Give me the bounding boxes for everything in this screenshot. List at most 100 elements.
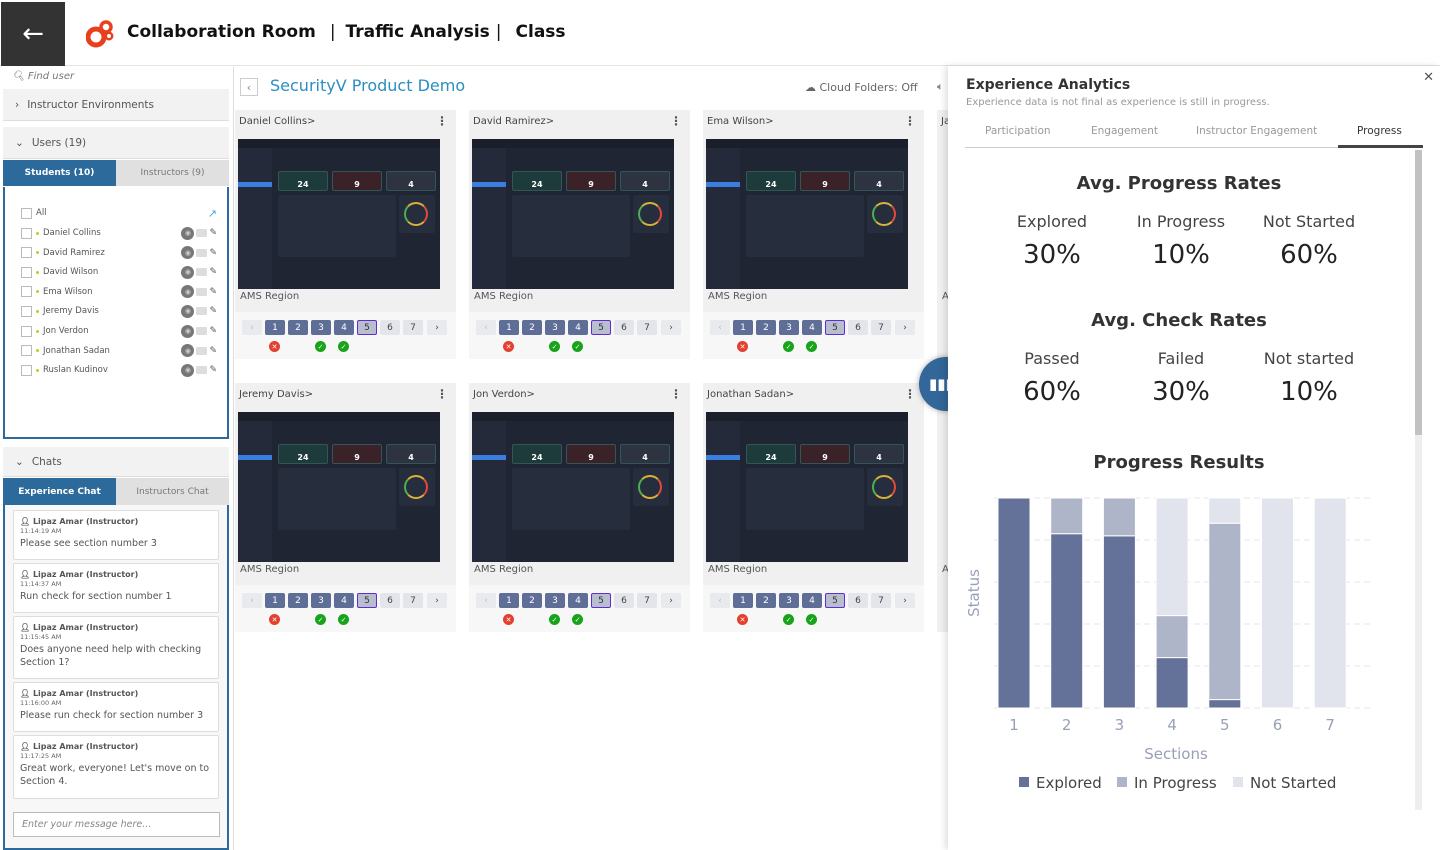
external-link-icon[interactable]: ↗ xyxy=(207,206,217,220)
section-1-button[interactable]: 1 xyxy=(499,320,519,335)
student-name[interactable]: Jonathan Sadan xyxy=(43,345,110,356)
student-card-name[interactable]: Ja xyxy=(941,116,951,127)
section-6-button[interactable]: 6 xyxy=(380,593,400,608)
prev-page-button[interactable]: ‹ xyxy=(710,593,730,608)
screen-thumbnail[interactable]: 24 9 4 xyxy=(706,139,908,289)
instructor-environments-section[interactable]: › Instructor Environments xyxy=(3,89,229,121)
prev-page-button[interactable]: ‹ xyxy=(242,320,262,335)
section-6-button[interactable]: 6 xyxy=(380,320,400,335)
chat-icon[interactable] xyxy=(196,327,208,335)
next-page-button[interactable]: › xyxy=(427,320,447,335)
section-4-button[interactable]: 4 xyxy=(334,593,354,608)
student-card-name[interactable]: Jon Verdon> xyxy=(473,389,535,400)
section-4-button[interactable]: 4 xyxy=(568,320,588,335)
prev-page-button[interactable]: ‹ xyxy=(242,593,262,608)
collapse-sidebar-button[interactable]: ‹ xyxy=(240,78,258,96)
section-2-button[interactable]: 2 xyxy=(522,593,542,608)
users-section[interactable]: ⌄ Users (19) xyxy=(3,127,229,159)
select-all-checkbox[interactable] xyxy=(21,207,32,219)
edit-icon[interactable]: ✎ xyxy=(209,247,217,258)
section-4-button[interactable]: 4 xyxy=(802,320,822,335)
section-1-button[interactable]: 1 xyxy=(733,320,753,335)
more-options-icon[interactable]: ⋮ xyxy=(436,114,448,128)
next-page-button[interactable]: › xyxy=(427,593,447,608)
chats-section[interactable]: ⌄ Chats xyxy=(3,447,229,477)
section-7-button[interactable]: 7 xyxy=(637,593,657,608)
section-1-button[interactable]: 1 xyxy=(733,593,753,608)
edit-icon[interactable]: ✎ xyxy=(209,365,217,376)
tab-instructor-engagement[interactable]: Instructor Engagement xyxy=(1196,125,1318,137)
student-checkbox[interactable] xyxy=(21,325,32,337)
section-5-button[interactable]: 5 xyxy=(825,593,845,608)
section-1-button[interactable]: 1 xyxy=(265,593,285,608)
section-4-button[interactable]: 4 xyxy=(334,320,354,335)
section-4-button[interactable]: 4 xyxy=(568,593,588,608)
chat-icon[interactable] xyxy=(196,287,208,296)
student-name[interactable]: Ema Wilson xyxy=(43,286,93,297)
student-checkbox[interactable] xyxy=(21,266,32,278)
student-checkbox[interactable] xyxy=(21,247,32,259)
student-name[interactable]: Daniel Collins xyxy=(43,228,101,238)
prev-page-button[interactable]: ‹ xyxy=(476,593,496,608)
section-7-button[interactable]: 7 xyxy=(403,320,423,335)
section-1-button[interactable]: 1 xyxy=(499,593,519,608)
tab-instructors-chat[interactable]: Instructors Chat xyxy=(116,478,229,505)
student-name[interactable]: David Ramirez xyxy=(43,247,105,258)
section-7-button[interactable]: 7 xyxy=(403,593,423,608)
chat-icon[interactable] xyxy=(196,346,208,355)
student-checkbox[interactable] xyxy=(21,227,32,239)
section-3-button[interactable]: 3 xyxy=(311,593,331,608)
screen-thumbnail[interactable]: 24 9 4 xyxy=(472,412,674,562)
section-2-button[interactable]: 2 xyxy=(288,593,308,608)
tab-instructors[interactable]: Instructors (9) xyxy=(116,160,229,186)
section-6-button[interactable]: 6 xyxy=(614,593,634,608)
section-7-button[interactable]: 7 xyxy=(871,320,891,335)
section-5-button[interactable]: 5 xyxy=(825,320,845,335)
student-name[interactable]: Ruslan Kudinov xyxy=(43,365,108,376)
section-3-button[interactable]: 3 xyxy=(779,593,799,608)
section-5-button[interactable]: 5 xyxy=(591,320,611,335)
edit-icon[interactable]: ✎ xyxy=(209,306,217,317)
section-7-button[interactable]: 7 xyxy=(871,593,891,608)
tab-engagement[interactable]: Engagement xyxy=(1091,125,1158,137)
section-5-button[interactable]: 5 xyxy=(591,593,611,608)
student-checkbox[interactable] xyxy=(21,345,32,357)
screen-thumbnail[interactable]: 24 9 4 xyxy=(472,139,674,289)
section-6-button[interactable]: 6 xyxy=(848,320,868,335)
section-2-button[interactable]: 2 xyxy=(756,320,776,335)
tab-students[interactable]: Students (10) xyxy=(3,160,116,186)
student-checkbox[interactable] xyxy=(21,364,32,376)
student-name[interactable]: David Wilson xyxy=(43,267,99,278)
more-options-icon[interactable]: ⋮ xyxy=(670,387,682,401)
student-checkbox[interactable] xyxy=(21,286,32,298)
next-page-button[interactable]: › xyxy=(661,593,681,608)
tab-experience-chat[interactable]: Experience Chat xyxy=(3,478,116,505)
student-card-name[interactable]: Daniel Collins> xyxy=(239,116,316,127)
prev-page-button[interactable]: ‹ xyxy=(710,320,730,335)
section-2-button[interactable]: 2 xyxy=(522,320,542,335)
section-3-button[interactable]: 3 xyxy=(779,320,799,335)
prev-page-button[interactable]: ‹ xyxy=(476,320,496,335)
student-card-name[interactable]: Jonathan Sadan> xyxy=(707,389,795,400)
section-6-button[interactable]: 6 xyxy=(614,320,634,335)
cloud-folders-status[interactable]: ☁ Cloud Folders: Off xyxy=(805,81,918,94)
edit-icon[interactable]: ✎ xyxy=(209,326,217,336)
student-name[interactable]: Jeremy Davis xyxy=(43,306,99,317)
more-options-icon[interactable]: ⋮ xyxy=(904,114,916,128)
section-1-button[interactable]: 1 xyxy=(265,320,285,335)
chat-message-input[interactable]: Enter your message here... xyxy=(13,812,220,837)
more-options-icon[interactable]: ⋮ xyxy=(670,114,682,128)
section-4-button[interactable]: 4 xyxy=(802,593,822,608)
chat-icon[interactable] xyxy=(196,366,208,375)
more-options-icon[interactable]: ⋮ xyxy=(436,387,448,401)
screen-thumbnail[interactable]: 24 9 4 xyxy=(238,139,440,289)
tab-progress[interactable]: Progress xyxy=(1357,125,1402,137)
find-user-input[interactable]: 🔍︎ Find user xyxy=(12,71,74,82)
section-3-button[interactable]: 3 xyxy=(545,593,565,608)
section-3-button[interactable]: 3 xyxy=(545,320,565,335)
section-3-button[interactable]: 3 xyxy=(311,320,331,335)
screen-thumbnail[interactable]: 24 9 4 xyxy=(238,412,440,562)
next-page-button[interactable]: › xyxy=(661,320,681,335)
section-2-button[interactable]: 2 xyxy=(288,320,308,335)
chat-icon[interactable] xyxy=(196,307,208,316)
